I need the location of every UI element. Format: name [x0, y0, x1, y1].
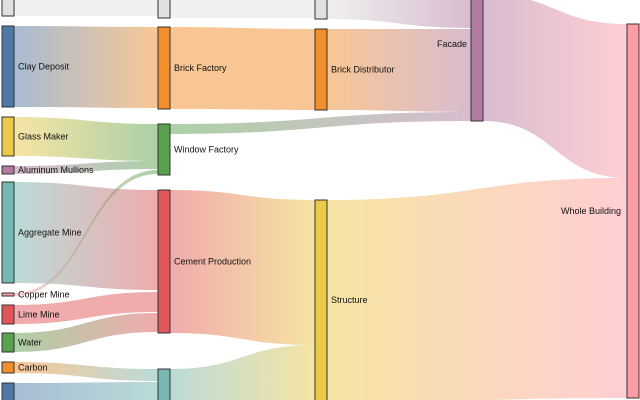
link-top2-to-top3 — [170, 0, 315, 19]
node-facade — [470, 0, 484, 122]
node-water — [1, 332, 15, 353]
node-alum — [1, 165, 15, 175]
link-top3-to-facade — [327, 0, 471, 28]
link-carbon-to-bottom2 — [14, 362, 158, 381]
node-label-lime: Lime Mine — [18, 310, 60, 320]
link-water-to-cement — [14, 313, 158, 352]
node-bottom1 — [1, 382, 15, 400]
node-label-window: Window Factory — [174, 145, 239, 155]
sankey-labels: Clay Deposit Glass Maker Aluminum Mullions… — [18, 39, 621, 373]
node-cement — [157, 189, 171, 334]
node-top3 — [314, 0, 328, 20]
node-label-structure: Structure — [331, 295, 368, 305]
link-cement-to-structure — [170, 190, 315, 345]
node-top1 — [1, 0, 15, 17]
node-label-brickf: Brick Factory — [174, 63, 227, 73]
node-label-glass: Glass Maker — [18, 132, 69, 142]
link-glass-to-window — [14, 117, 158, 161]
node-carbon — [1, 361, 15, 374]
link-bottom2-to-structure — [170, 345, 315, 400]
node-brickf — [157, 26, 171, 110]
node-label-water: Water — [18, 338, 42, 348]
node-label-carbon: Carbon — [18, 363, 48, 373]
node-top2 — [157, 0, 171, 19]
node-whole — [626, 23, 640, 399]
node-label-whole: Whole Building — [561, 206, 621, 216]
link-bottom1-to-bottom2 — [14, 382, 158, 400]
node-lime — [1, 304, 15, 325]
link-clay-to-brickf — [14, 26, 158, 108]
node-label-copper: Copper Mine — [18, 290, 70, 300]
sankey-links — [14, 0, 627, 400]
link-agg-to-cement — [14, 182, 158, 290]
link-brickf-to-brickd — [170, 27, 315, 110]
link-facade-to-whole — [483, 0, 627, 178]
link-window-to-facade — [170, 112, 471, 134]
node-agg — [1, 181, 15, 284]
link-lime-to-cement — [14, 292, 158, 324]
link-copper-to-window — [14, 170, 158, 296]
link-alum-to-window — [14, 161, 158, 174]
node-copper — [1, 292, 15, 297]
node-glass — [1, 116, 15, 157]
node-clay — [1, 25, 15, 108]
node-window — [157, 123, 171, 176]
link-structure-to-whole — [327, 178, 627, 400]
link-brickd-to-facade — [327, 29, 471, 112]
node-structure — [314, 199, 328, 400]
node-label-facade: Facade — [437, 39, 467, 49]
node-label-clay: Clay Deposit — [18, 62, 70, 72]
node-bottom2 — [157, 368, 171, 400]
node-label-cement: Cement Production — [174, 257, 251, 267]
node-label-brickd: Brick Distributor — [331, 65, 395, 75]
node-brickd — [314, 28, 328, 111]
link-top1-to-top2 — [14, 0, 158, 17]
node-label-agg: Aggregate Mine — [18, 228, 82, 238]
node-label-alum: Aluminum Mullions — [18, 165, 94, 175]
